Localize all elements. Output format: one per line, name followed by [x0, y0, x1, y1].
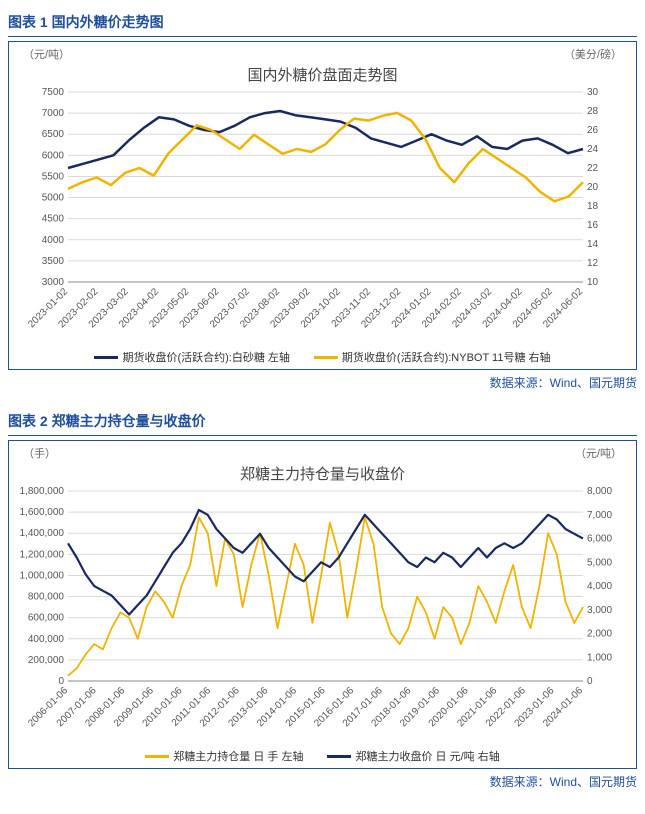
svg-text:1,400,000: 1,400,000 — [20, 528, 65, 539]
svg-text:200,000: 200,000 — [28, 655, 65, 666]
svg-text:4,000: 4,000 — [587, 581, 612, 592]
chart-1-svg: 3000350040004500500055006000650070007500… — [13, 87, 628, 347]
chart-2-yright-unit: （元/吨） — [575, 445, 622, 461]
svg-text:1,200,000: 1,200,000 — [20, 549, 65, 560]
svg-text:6500: 6500 — [42, 129, 65, 140]
chart-1-legend-label-0: 期货收盘价(活跃合约):白砂糖 左轴 — [122, 349, 289, 365]
chart-2-caption: 图表 2 郑糖主力持仓量与收盘价 — [8, 407, 637, 436]
svg-text:30: 30 — [587, 87, 599, 98]
chart-2-axis-labels: （手） （元/吨） — [13, 445, 632, 461]
chart-2-legend-item-1: 郑糖主力收盘价 日 元/吨 右轴 — [327, 748, 499, 764]
svg-text:5,000: 5,000 — [587, 557, 612, 568]
chart-2-legend-item-0: 郑糖主力持仓量 日 手 左轴 — [145, 748, 303, 764]
svg-text:2,000: 2,000 — [587, 629, 612, 640]
chart-2-block: 图表 2 郑糖主力持仓量与收盘价 （手） （元/吨） 郑糖主力持仓量与收盘价 0… — [8, 407, 637, 790]
svg-text:10: 10 — [587, 277, 599, 288]
legend-swatch-icon — [145, 755, 169, 758]
chart-2-title: 郑糖主力持仓量与收盘价 — [13, 463, 632, 484]
svg-text:5000: 5000 — [42, 193, 65, 204]
svg-text:8,000: 8,000 — [587, 486, 612, 497]
svg-text:4000: 4000 — [42, 235, 65, 246]
svg-text:28: 28 — [587, 106, 599, 117]
svg-text:1,800,000: 1,800,000 — [20, 486, 65, 497]
svg-text:5500: 5500 — [42, 171, 65, 182]
chart-2-wrap: （手） （元/吨） 郑糖主力持仓量与收盘价 0 200,000 400,000 600… — [8, 440, 637, 769]
svg-text:20: 20 — [587, 182, 599, 193]
chart-2-legend-label-1: 郑糖主力收盘价 日 元/吨 右轴 — [355, 748, 499, 764]
svg-text:800,000: 800,000 — [28, 592, 65, 603]
svg-text:6,000: 6,000 — [587, 534, 612, 545]
svg-text:6000: 6000 — [42, 150, 65, 161]
chart-1-legend-item-0: 期货收盘价(活跃合约):白砂糖 左轴 — [94, 349, 289, 365]
svg-text:1,000,000: 1,000,000 — [20, 570, 65, 581]
chart-1-legend: 期货收盘价(活跃合约):白砂糖 左轴 期货收盘价(活跃合约):NYBOT 11号… — [13, 349, 632, 365]
chart-2-legend: 郑糖主力持仓量 日 手 左轴 郑糖主力收盘价 日 元/吨 右轴 — [13, 748, 632, 764]
chart-2-svg: 0 200,000 400,000 600,000 800,000 1,000,000 1,… — [13, 486, 628, 746]
svg-text:600,000: 600,000 — [28, 613, 65, 624]
svg-text:3,000: 3,000 — [587, 605, 612, 616]
svg-text:7000: 7000 — [42, 108, 65, 119]
svg-text:400,000: 400,000 — [28, 634, 65, 645]
chart-2-source: 数据来源：Wind、国元期货 — [8, 773, 637, 790]
legend-swatch-icon — [94, 356, 118, 359]
svg-text:24: 24 — [587, 144, 599, 155]
svg-text:12: 12 — [587, 258, 599, 269]
chart-2-legend-label-0: 郑糖主力持仓量 日 手 左轴 — [173, 748, 303, 764]
chart-1-yleft-unit: （元/吨） — [23, 46, 70, 62]
chart-1-source: 数据来源：Wind、国元期货 — [8, 374, 637, 391]
svg-text:1,000: 1,000 — [587, 652, 612, 663]
chart-2-yleft-unit: （手） — [23, 445, 56, 461]
svg-text:22: 22 — [587, 163, 599, 174]
legend-swatch-icon — [314, 356, 338, 359]
svg-text:16: 16 — [587, 220, 599, 231]
svg-text:14: 14 — [587, 239, 599, 250]
chart-1-yright-unit: （美分/磅） — [564, 46, 622, 62]
legend-swatch-icon — [327, 755, 351, 758]
chart-1-wrap: （元/吨） （美分/磅） 国内外糖价盘面走势图 3000350040004500… — [8, 41, 637, 370]
svg-text:3500: 3500 — [42, 256, 65, 267]
svg-text:7500: 7500 — [42, 87, 65, 98]
svg-text:1,600,000: 1,600,000 — [20, 507, 65, 518]
chart-1-caption: 图表 1 国内外糖价走势图 — [8, 8, 637, 37]
chart-1-legend-label-1: 期货收盘价(活跃合约):NYBOT 11号糖 右轴 — [342, 349, 551, 365]
svg-text:7,000: 7,000 — [587, 510, 612, 521]
chart-1-legend-item-1: 期货收盘价(活跃合约):NYBOT 11号糖 右轴 — [314, 349, 551, 365]
svg-text:26: 26 — [587, 125, 599, 136]
chart-1-title: 国内外糖价盘面走势图 — [13, 64, 632, 85]
svg-text:4500: 4500 — [42, 214, 65, 225]
chart-1-axis-labels: （元/吨） （美分/磅） — [13, 46, 632, 62]
svg-text:0: 0 — [587, 676, 593, 687]
svg-text:18: 18 — [587, 201, 599, 212]
chart-1-block: 图表 1 国内外糖价走势图 （元/吨） （美分/磅） 国内外糖价盘面走势图 30… — [8, 8, 637, 391]
